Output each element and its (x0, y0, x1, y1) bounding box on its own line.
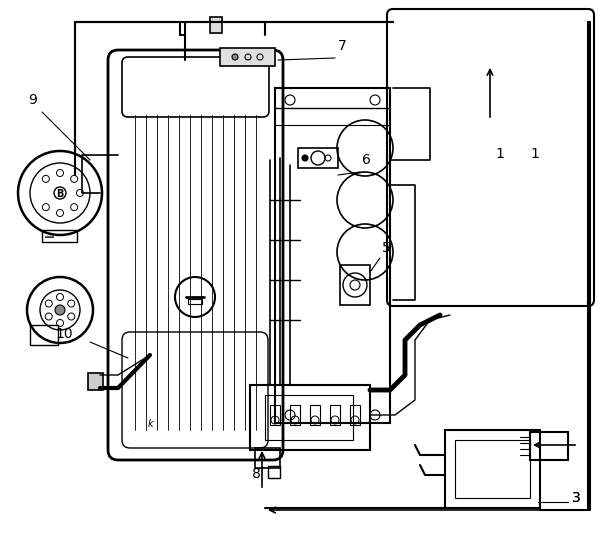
Bar (255, 448, 280, 468)
Bar (270, 405, 280, 425)
Text: B: B (56, 189, 63, 199)
Bar (268, 466, 280, 478)
Bar (340, 265, 370, 305)
Bar (350, 405, 360, 425)
Bar (88, 373, 103, 390)
Bar (250, 385, 370, 450)
Circle shape (55, 305, 65, 315)
Bar (330, 405, 340, 425)
Text: 1: 1 (530, 147, 539, 161)
Bar (265, 395, 353, 440)
Text: 5: 5 (382, 241, 391, 255)
Text: 7: 7 (338, 39, 346, 53)
Text: 10: 10 (55, 327, 73, 341)
Bar (530, 432, 568, 460)
Bar (310, 405, 320, 425)
Bar (275, 88, 390, 423)
Text: 1: 1 (495, 147, 504, 161)
Bar (290, 405, 300, 425)
Bar (445, 430, 540, 508)
Text: 6: 6 (362, 153, 371, 167)
Text: k: k (148, 419, 154, 429)
Text: ══: ══ (44, 233, 54, 242)
Text: 3: 3 (572, 491, 581, 505)
Circle shape (232, 54, 238, 60)
Bar (188, 299, 202, 304)
Bar (42, 230, 77, 242)
Bar (210, 17, 222, 33)
Bar (30, 325, 58, 345)
Text: 8: 8 (252, 467, 261, 481)
Bar (455, 440, 530, 498)
Circle shape (302, 155, 308, 161)
Bar (298, 148, 338, 168)
Text: 9: 9 (28, 93, 37, 107)
Bar (220, 48, 275, 66)
Text: 3: 3 (572, 491, 581, 505)
